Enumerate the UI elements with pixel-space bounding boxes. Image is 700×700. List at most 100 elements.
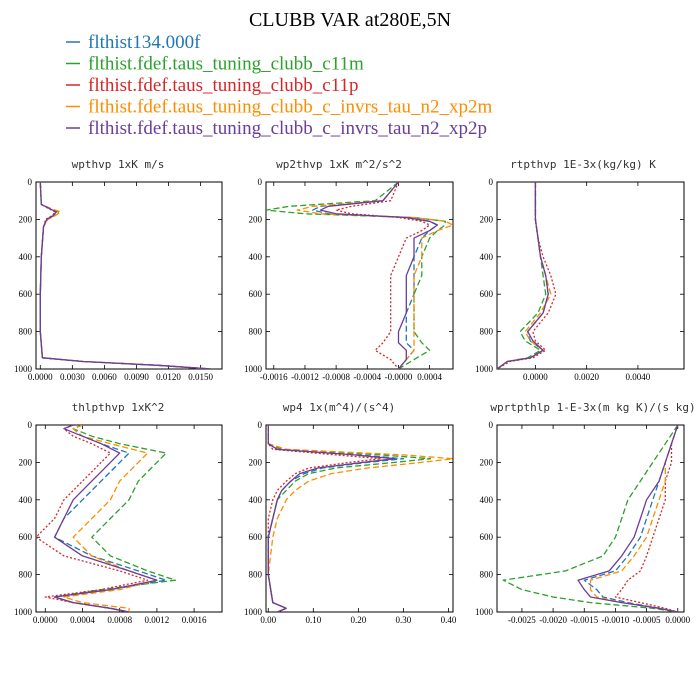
y-tick-label-5-1: 200 [480, 457, 494, 467]
series-line-1-1 [266, 182, 446, 369]
x-tick-label-4-0: 0.00 [260, 615, 276, 625]
x-tick-label-4-2: 0.20 [350, 615, 366, 625]
panel-title-5: wprtpthlp 1-E-3x(m kg K)/(s kg) [490, 401, 695, 414]
x-tick-label-4-4: 0.40 [441, 615, 457, 625]
series-line-3-3 [63, 425, 158, 612]
legend-label-2: flthist.fdef.taus_tuning_clubb_c11p [88, 75, 359, 96]
x-tick-label-2-2: 0.0040 [626, 372, 651, 382]
x-tick-label-3-3: 0.0012 [145, 615, 170, 625]
series-line-2-4 [497, 182, 549, 369]
y-tick-label-0-3: 600 [19, 289, 33, 299]
chart-panel-2: rtpthvp 1E-3x(kg/kg) K 0.0000 0.0020 0.0040… [475, 158, 685, 382]
x-tick-label-0-0: 0.0000 [28, 372, 53, 382]
y-tick-label-2-1: 200 [480, 214, 494, 224]
y-tick-label-3-5: 1000 [14, 607, 33, 617]
x-tick-label-1-5: 0.0004 [417, 372, 442, 382]
panel-title-4: wp4 1x(m^4)/(s^4) [283, 401, 396, 414]
y-tick-label-3-4: 800 [19, 570, 33, 580]
y-tick-label-1-0: 0 [258, 177, 263, 187]
panel-frame-2 [496, 181, 685, 370]
x-tick-label-3-1: 0.0004 [70, 615, 95, 625]
series-line-0-0 [39, 182, 212, 369]
x-tick-label-5-3: -0.0010 [602, 615, 630, 625]
panel-title-3: thlpthvp 1xK^2 [72, 401, 165, 414]
x-tick-label-0-5: 0.0150 [188, 372, 213, 382]
series-line-3-4 [53, 425, 158, 612]
series-group-0 [39, 182, 212, 369]
x-tick-label-0-1: 0.0030 [60, 372, 85, 382]
y-tick-label-0-5: 1000 [14, 364, 33, 374]
y-tick-label-3-3: 600 [19, 532, 33, 542]
series-line-5-0 [583, 425, 679, 612]
x-tick-label-0-2: 0.0060 [92, 372, 117, 382]
y-tick-label-0-1: 200 [19, 214, 33, 224]
panel-frame-1 [265, 181, 454, 370]
chart-panel-4: wp4 1x(m^4)/(s^4) 0.00 0.10 0.20 0.30 0.40 0 20… [244, 401, 457, 625]
y-tick-label-3-2: 400 [19, 495, 33, 505]
x-tick-label-3-4: 0.0016 [182, 615, 207, 625]
series-group-1 [266, 182, 453, 369]
y-tick-label-5-4: 800 [480, 570, 494, 580]
y-tick-label-3-0: 0 [28, 420, 33, 430]
series-line-0-4 [39, 182, 212, 369]
y-tick-label-1-1: 200 [249, 214, 263, 224]
y-tick-label-1-3: 600 [249, 289, 263, 299]
y-tick-label-4-0: 0 [258, 420, 263, 430]
series-line-4-4 [267, 425, 396, 612]
x-tick-label-1-3: -0.0004 [353, 372, 381, 382]
x-tick-label-5-1: -0.0020 [539, 615, 567, 625]
x-tick-label-3-0: 0.0000 [33, 615, 58, 625]
chart-panel-0: wpthvp 1xK m/s 0.0000 0.0030 0.0060 0.0090 0.… [14, 158, 223, 382]
series-line-1-2 [335, 182, 431, 369]
y-tick-label-4-3: 600 [249, 532, 263, 542]
x-tick-label-4-3: 0.30 [396, 615, 412, 625]
series-line-2-0 [497, 182, 549, 369]
x-tick-label-2-1: 0.0020 [574, 372, 599, 382]
series-group-4 [267, 425, 453, 612]
x-tick-label-1-4: -0.0000 [385, 372, 413, 382]
y-tick-label-0-4: 800 [19, 327, 33, 337]
y-tick-label-4-2: 400 [249, 495, 263, 505]
series-line-2-2 [497, 182, 557, 369]
legend-label-4: flthist.fdef.taus_tuning_clubb_c_invrs_t… [88, 118, 487, 139]
series-group-3 [36, 425, 177, 612]
chart-panel-1: wp2thvp 1xK m^2/s^2 -0.0016 -0.0012 -0.0008… [244, 158, 454, 382]
series-line-5-3 [589, 425, 679, 612]
chart-panel-3: thlpthvp 1xK^2 0.0000 0.0004 0.0008 0.0012 0.… [14, 401, 223, 625]
y-tick-label-0-0: 0 [28, 177, 33, 187]
series-line-1-0 [312, 182, 439, 369]
x-tick-label-0-3: 0.0090 [124, 372, 149, 382]
series-line-1-3 [296, 182, 453, 369]
series-line-2-1 [497, 182, 547, 369]
y-tick-label-1-5: 1000 [244, 364, 263, 374]
x-tick-label-5-2: -0.0015 [570, 615, 598, 625]
x-tick-label-0-4: 0.0120 [156, 372, 181, 382]
legend: flthist134.000fflthist.fdef.taus_tuning_… [66, 32, 492, 139]
chart-panel-5: wprtpthlp 1-E-3x(m kg K)/(s kg)-0.0025 -0… [475, 401, 696, 625]
figure-title: CLUBB VAR at280E,5N [249, 9, 451, 31]
y-tick-label-5-5: 1000 [475, 607, 494, 617]
y-tick-label-5-2: 400 [480, 495, 494, 505]
x-tick-label-4-1: 0.10 [305, 615, 321, 625]
x-tick-label-2-0: 0.0000 [523, 372, 548, 382]
y-tick-label-2-2: 400 [480, 252, 494, 262]
series-line-1-4 [319, 182, 439, 369]
series-line-5-4 [577, 425, 679, 612]
y-tick-label-2-3: 600 [480, 289, 494, 299]
panel-title-1: wp2thvp 1xK m^2/s^2 [276, 158, 402, 171]
legend-label-1: flthist.fdef.taus_tuning_clubb_c11m [88, 54, 364, 75]
y-tick-label-2-5: 1000 [475, 364, 494, 374]
x-tick-label-3-2: 0.0008 [107, 615, 132, 625]
y-tick-label-0-2: 400 [19, 252, 33, 262]
x-tick-label-1-2: -0.0008 [322, 372, 350, 382]
panels: wpthvp 1xK m/s0.0000 0.0030 0.0060 0.0090 0.… [14, 158, 696, 625]
x-tick-label-5-5: 0.0000 [665, 615, 690, 625]
series-line-5-1 [502, 425, 679, 612]
panel-title-0: wpthvp 1xK m/s [72, 158, 165, 171]
y-tick-label-2-4: 800 [480, 327, 494, 337]
panel-title-2: rtpthvp 1E-3x(kg/kg) K [510, 158, 656, 171]
y-tick-label-3-1: 200 [19, 457, 33, 467]
y-tick-label-2-0: 0 [489, 177, 494, 187]
series-line-4-3 [267, 425, 453, 612]
